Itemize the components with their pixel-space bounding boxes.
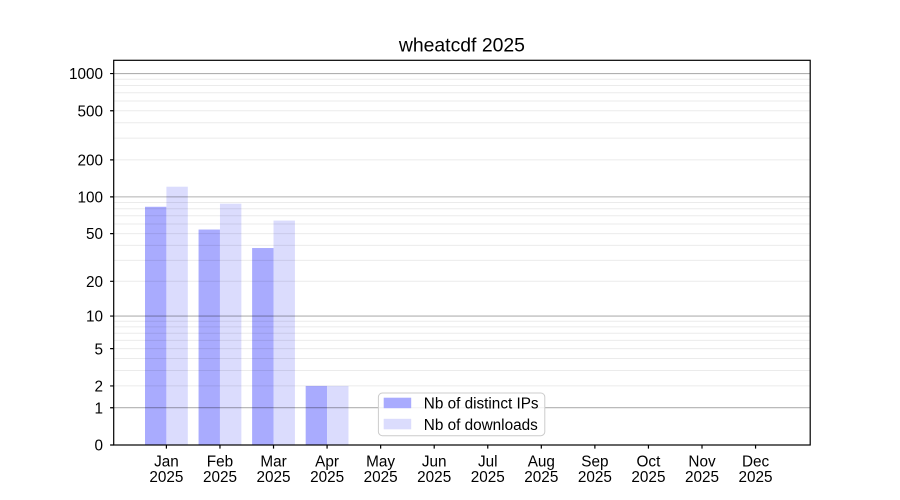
svg-text:1000: 1000 <box>69 66 103 83</box>
svg-text:wheatcdf 2025: wheatcdf 2025 <box>398 35 525 57</box>
svg-text:200: 200 <box>77 152 103 169</box>
svg-text:Jan: Jan <box>154 454 179 471</box>
svg-text:2025: 2025 <box>471 469 505 486</box>
svg-text:Nb of downloads: Nb of downloads <box>424 417 538 434</box>
svg-text:2025: 2025 <box>310 469 344 486</box>
svg-text:2025: 2025 <box>524 469 558 486</box>
svg-text:2025: 2025 <box>149 469 183 486</box>
svg-text:500: 500 <box>77 103 103 120</box>
svg-text:100: 100 <box>77 189 103 206</box>
svg-text:Dec: Dec <box>742 454 770 471</box>
svg-text:Sep: Sep <box>581 454 608 471</box>
svg-text:Nb of distinct IPs: Nb of distinct IPs <box>424 396 539 413</box>
svg-text:Jun: Jun <box>422 454 447 471</box>
svg-text:2025: 2025 <box>631 469 665 486</box>
svg-text:5: 5 <box>94 341 103 358</box>
svg-text:Oct: Oct <box>637 454 662 471</box>
svg-text:1: 1 <box>94 400 103 417</box>
svg-text:2025: 2025 <box>364 469 398 486</box>
svg-text:0: 0 <box>94 438 103 455</box>
svg-text:2025: 2025 <box>578 469 612 486</box>
svg-text:Feb: Feb <box>207 454 233 471</box>
svg-text:2025: 2025 <box>257 469 291 486</box>
svg-text:Nov: Nov <box>688 454 716 471</box>
svg-text:2025: 2025 <box>417 469 451 486</box>
svg-text:2025: 2025 <box>203 469 237 486</box>
svg-text:Jul: Jul <box>478 454 498 471</box>
svg-text:10: 10 <box>86 309 103 326</box>
svg-text:Mar: Mar <box>260 454 286 471</box>
svg-text:May: May <box>366 454 395 471</box>
svg-text:Apr: Apr <box>315 454 339 471</box>
svg-text:20: 20 <box>86 274 103 291</box>
svg-text:2025: 2025 <box>685 469 719 486</box>
svg-text:Aug: Aug <box>528 454 555 471</box>
svg-text:50: 50 <box>86 226 103 243</box>
svg-text:2: 2 <box>94 379 103 396</box>
svg-text:2025: 2025 <box>739 469 773 486</box>
